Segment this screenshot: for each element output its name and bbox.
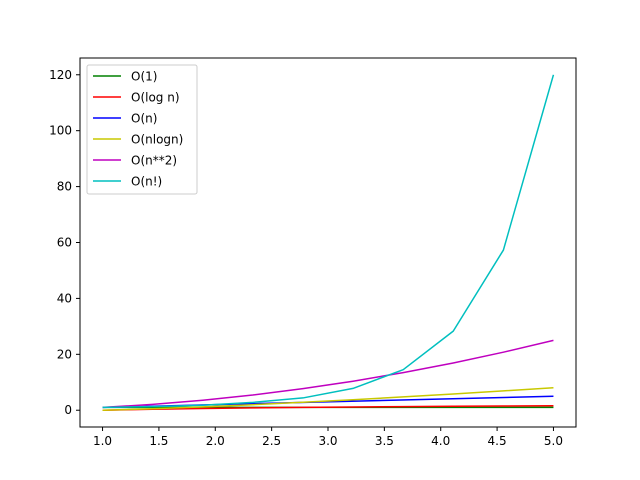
legend-label: O(log n) xyxy=(131,91,180,105)
y-tick-label: 120 xyxy=(49,68,72,82)
x-tick-label: 3.5 xyxy=(375,434,394,448)
x-tick-label: 3.0 xyxy=(318,434,337,448)
legend-label: O(n) xyxy=(131,112,157,126)
legend-label: O(1) xyxy=(131,70,157,84)
y-tick-label: 80 xyxy=(57,180,72,194)
series-line-5 xyxy=(102,74,555,409)
y-tick-label: 100 xyxy=(49,124,72,138)
plot-lines xyxy=(102,74,555,411)
legend: O(1) O(log n) O(n) O(nlogn) O(n**2) O(n!) xyxy=(86,64,198,195)
y-axis: 0 20 40 60 80 100 120 xyxy=(49,68,80,417)
legend-label: O(n**2) xyxy=(131,154,177,168)
legend-label: O(n!) xyxy=(131,175,162,189)
x-tick-label: 1.5 xyxy=(149,434,168,448)
y-tick-label: 0 xyxy=(64,403,72,417)
series-line-1 xyxy=(102,404,554,411)
y-tick-label: 20 xyxy=(57,347,72,361)
x-tick-label: 2.5 xyxy=(262,434,281,448)
series-line-3 xyxy=(102,386,554,411)
x-tick-label: 1.0 xyxy=(93,434,112,448)
x-tick-label: 5.0 xyxy=(544,434,563,448)
y-tick-label: 40 xyxy=(57,291,72,305)
x-tick-label: 4.5 xyxy=(488,434,507,448)
x-tick-label: 2.0 xyxy=(206,434,225,448)
x-axis: 1.0 1.5 2.0 2.5 3.0 3.5 4.0 4.5 5.0 xyxy=(93,427,563,448)
legend-label: O(nlogn) xyxy=(131,133,183,147)
x-tick-label: 4.0 xyxy=(431,434,450,448)
series-line-4 xyxy=(102,339,554,409)
y-tick-label: 60 xyxy=(57,236,72,250)
